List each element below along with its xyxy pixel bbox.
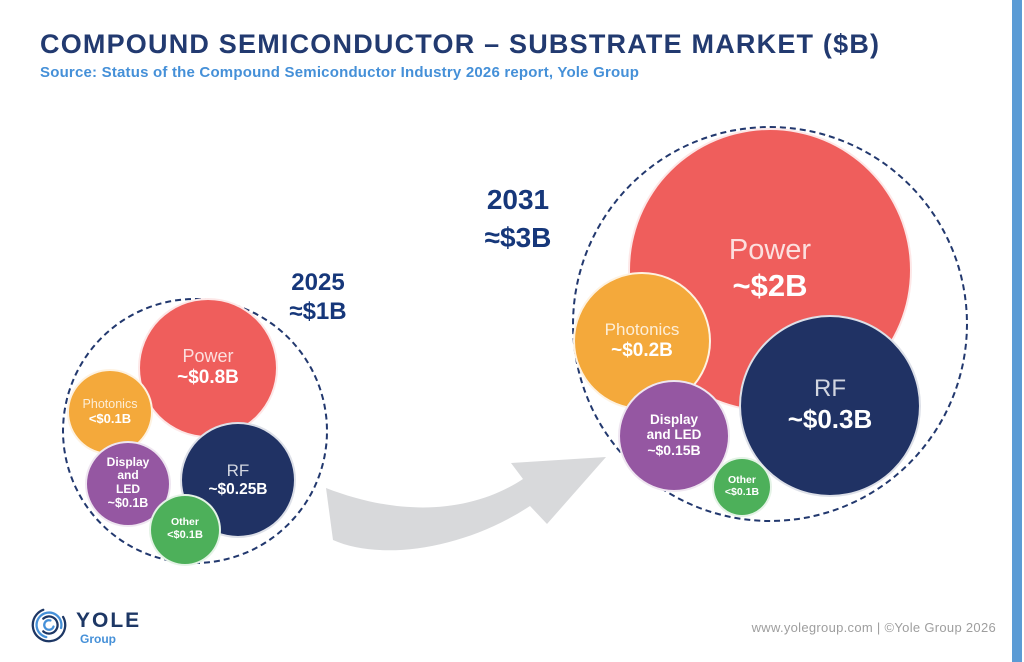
bubble-2025-other: Other <$0.1B bbox=[149, 494, 221, 566]
bubble-name-label: RF bbox=[226, 460, 250, 480]
bubble-value-label: ~$0.8B bbox=[177, 367, 239, 389]
bubble-name-label: Photonics bbox=[604, 319, 680, 339]
bubble-name-label: Display and LED bbox=[646, 412, 702, 443]
right-accent-bar bbox=[1012, 0, 1022, 662]
bubble-name-label: Display and LED bbox=[106, 455, 150, 496]
bubble-value-label: <$0.1B bbox=[167, 529, 203, 541]
page-title: COMPOUND SEMICONDUCTOR – SUBSTRATE MARKE… bbox=[40, 29, 881, 59]
source-line: Source: Status of the Compound Semicondu… bbox=[40, 64, 640, 81]
bubble-value-label: ~$0.15B bbox=[647, 442, 701, 459]
bubble-name-label: RF bbox=[814, 375, 846, 403]
bubble-value-label: <$0.1B bbox=[88, 410, 132, 426]
yole-logo-subtext: Group bbox=[80, 632, 116, 646]
year-label-2025: 2025 ≈$1B bbox=[262, 269, 374, 327]
year-text: 2025 bbox=[291, 269, 345, 296]
total-text: ≈$1B bbox=[289, 297, 347, 325]
bubble-value-label: <$0.1B bbox=[724, 486, 760, 499]
bubble-name-label: Photonics bbox=[82, 396, 138, 411]
bubble-name-label: Power bbox=[728, 234, 812, 267]
yole-logo-text: YOLE bbox=[76, 609, 142, 632]
yole-logo: YOLE Group bbox=[28, 604, 141, 646]
bubble-value-label: ~$0.25B bbox=[208, 480, 268, 498]
bubble-name-label: Power bbox=[182, 346, 234, 367]
bubble-2025-rf: RF ~$0.25B bbox=[180, 422, 296, 538]
bubble-2025-power: Power ~$0.8B bbox=[138, 298, 278, 438]
bubble-name-label: Other bbox=[727, 473, 756, 486]
bubble-value-label: ~$0.3B bbox=[787, 404, 873, 435]
yole-logo-text-block: YOLE Group bbox=[76, 610, 141, 646]
bubble-value-label: ~$0.2B bbox=[611, 339, 673, 361]
footer-credit: www.yolegroup.com | ©Yole Group 2026 bbox=[751, 620, 996, 635]
cluster-2031-ring bbox=[572, 126, 968, 522]
bubble-2031-rf: RF ~$0.3B bbox=[739, 315, 921, 497]
year-label-2031: 2031 ≈$3B bbox=[460, 181, 576, 257]
bubble-value-label: ~$2B bbox=[732, 267, 808, 303]
yole-swirl-icon bbox=[31, 607, 67, 643]
bubble-name-label: Other bbox=[170, 516, 199, 529]
year-text: 2031 bbox=[486, 184, 550, 215]
bubble-value-label: ~$0.1B bbox=[107, 496, 149, 511]
growth-arrow-icon bbox=[318, 443, 618, 558]
total-text: ≈$3B bbox=[484, 221, 552, 253]
bubble-2031-other: Other <$0.1B bbox=[712, 457, 772, 517]
bubble-2031-display-led: Display and LED ~$0.15B bbox=[618, 380, 730, 492]
